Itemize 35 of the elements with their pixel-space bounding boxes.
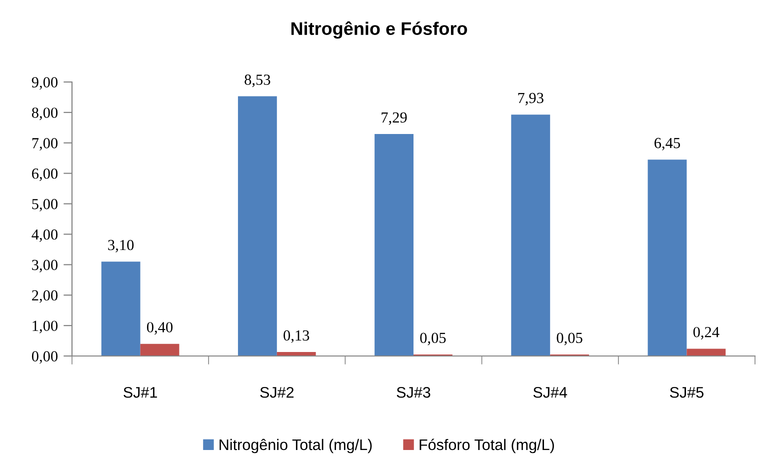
bar <box>101 262 140 356</box>
data-label: 0,24 <box>693 326 720 340</box>
bar <box>511 114 550 356</box>
legend-label: Nitrogênio Total (mg/L) <box>220 438 372 454</box>
y-tick-label: 2,00 <box>32 290 58 303</box>
data-label: 7,93 <box>518 92 544 106</box>
y-tick-label: 9,00 <box>32 77 58 90</box>
data-label: 0,13 <box>284 330 310 343</box>
legend-label: Fósforo Total (mg/L) <box>420 438 554 454</box>
y-tick-label: 0,00 <box>32 351 58 364</box>
data-label: 0,05 <box>420 332 446 346</box>
bar <box>686 348 726 356</box>
data-label: 6,45 <box>654 138 680 150</box>
x-tick-label: SJ#1 <box>124 386 157 398</box>
chart-title: Nitrogênio e Fósforo <box>291 21 468 39</box>
data-label: 8,53 <box>244 74 270 88</box>
data-label: 0,05 <box>556 332 582 346</box>
x-tick-label: SJ#5 <box>670 386 704 398</box>
bar <box>140 344 180 356</box>
data-label: 3,10 <box>108 240 134 252</box>
x-tick-label: SJ#3 <box>396 386 430 398</box>
bar <box>648 160 687 356</box>
bar <box>238 96 277 356</box>
y-tick-label: 5,00 <box>32 198 58 212</box>
y-tick-label: 6,00 <box>32 168 58 181</box>
x-tick-label: SJ#2 <box>260 386 294 398</box>
y-tick-label: 8,00 <box>32 108 58 120</box>
data-label: 0,40 <box>146 322 173 335</box>
bar <box>374 134 414 356</box>
y-tick-label: 4,00 <box>32 229 58 242</box>
y-tick-label: 1,00 <box>32 320 58 334</box>
y-tick-label: 3,00 <box>32 260 58 272</box>
data-label: 7,29 <box>382 112 407 125</box>
y-tick-label: 7,00 <box>32 138 58 151</box>
x-tick-label: SJ#4 <box>533 386 568 398</box>
